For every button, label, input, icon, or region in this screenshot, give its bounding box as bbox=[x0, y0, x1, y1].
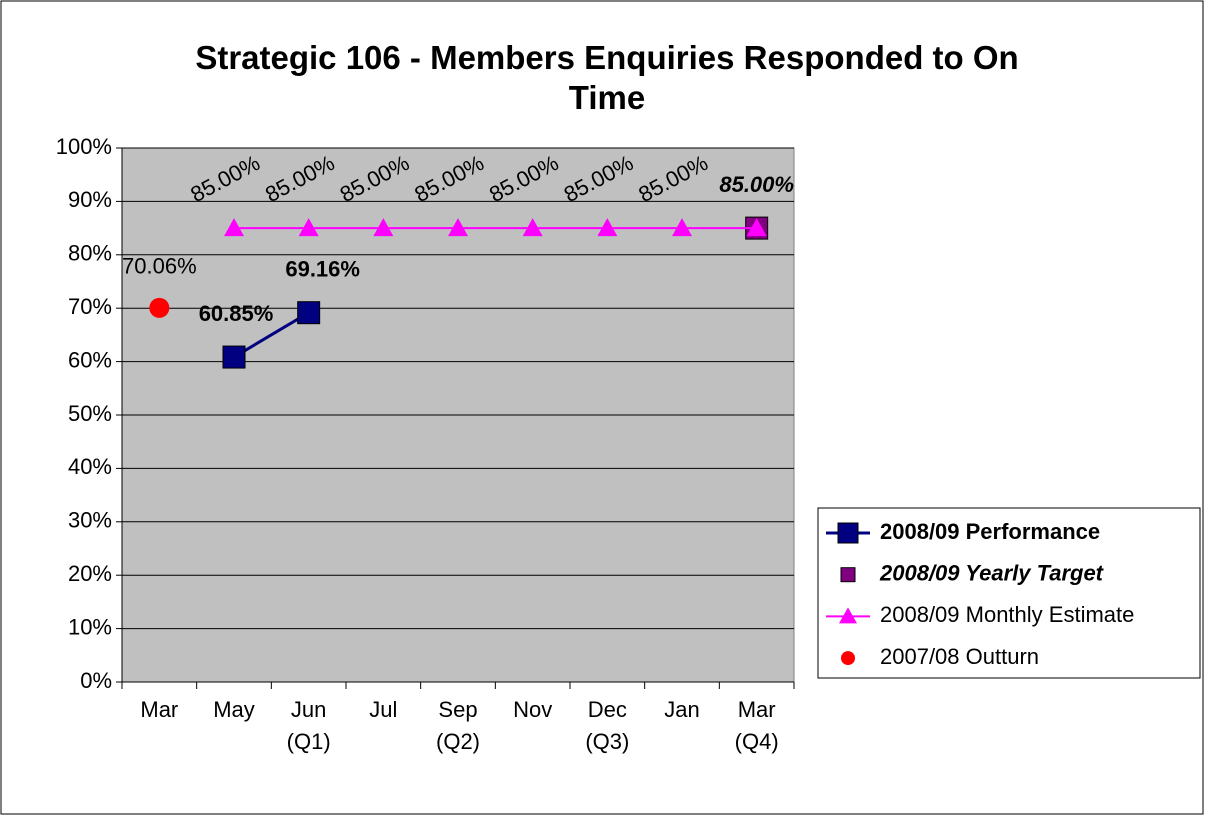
y-tick-label: 90% bbox=[68, 187, 112, 212]
legend-label: 2008/09 Performance bbox=[880, 519, 1100, 544]
data-point bbox=[597, 218, 618, 237]
legend-label: 2008/09 Yearly Target bbox=[879, 561, 1105, 586]
legend-label: 2007/08 Outturn bbox=[880, 644, 1039, 669]
y-tick-label: 0% bbox=[80, 668, 112, 693]
legend-label: 2008/09 Monthly Estimate bbox=[880, 602, 1134, 627]
data-point bbox=[149, 297, 170, 318]
x-tick-label: Nov bbox=[513, 697, 553, 722]
data-point bbox=[672, 218, 692, 237]
data-point bbox=[224, 218, 244, 237]
legend-marker bbox=[840, 567, 856, 583]
y-tick-label: 100% bbox=[56, 134, 112, 159]
y-tick-label: 10% bbox=[68, 614, 112, 639]
data-label: 60.85% bbox=[199, 301, 274, 326]
data-point bbox=[373, 218, 394, 237]
data-point bbox=[222, 345, 246, 369]
data-point bbox=[298, 218, 319, 237]
y-tick-label: 80% bbox=[68, 241, 112, 266]
x-tick-label: Jul bbox=[369, 697, 398, 722]
y-tick-label: 70% bbox=[68, 294, 112, 319]
data-label: 85.00% bbox=[719, 172, 794, 197]
x-tick-label: May bbox=[213, 697, 255, 722]
y-tick-label: 60% bbox=[68, 347, 112, 372]
legend-marker bbox=[841, 651, 855, 666]
series-line bbox=[233, 311, 310, 359]
data-point bbox=[297, 301, 321, 325]
x-tick-label: Jan bbox=[664, 697, 700, 722]
x-tick-label: Sep (Q2) bbox=[436, 697, 480, 754]
data-label: 69.16% bbox=[285, 256, 360, 281]
x-tick-label: Dec (Q3) bbox=[585, 697, 630, 754]
legend-box bbox=[817, 507, 1201, 679]
legend-marker bbox=[839, 607, 857, 624]
data-point bbox=[522, 218, 543, 237]
x-tick-label: Mar (Q4) bbox=[734, 697, 779, 754]
chart-title: Strategic 106 - Members Enquiries Respon… bbox=[195, 39, 1019, 116]
data-label: 70.06% bbox=[122, 254, 197, 279]
y-tick-label: 50% bbox=[68, 401, 112, 426]
x-tick-label: Mar bbox=[140, 697, 179, 722]
legend-marker bbox=[837, 522, 859, 544]
data-point bbox=[448, 218, 468, 237]
x-tick-label: Jun (Q1) bbox=[286, 697, 331, 754]
data-point bbox=[746, 218, 767, 237]
y-tick-label: 20% bbox=[68, 561, 112, 586]
y-tick-label: 40% bbox=[68, 454, 112, 479]
y-tick-label: 30% bbox=[68, 508, 112, 533]
